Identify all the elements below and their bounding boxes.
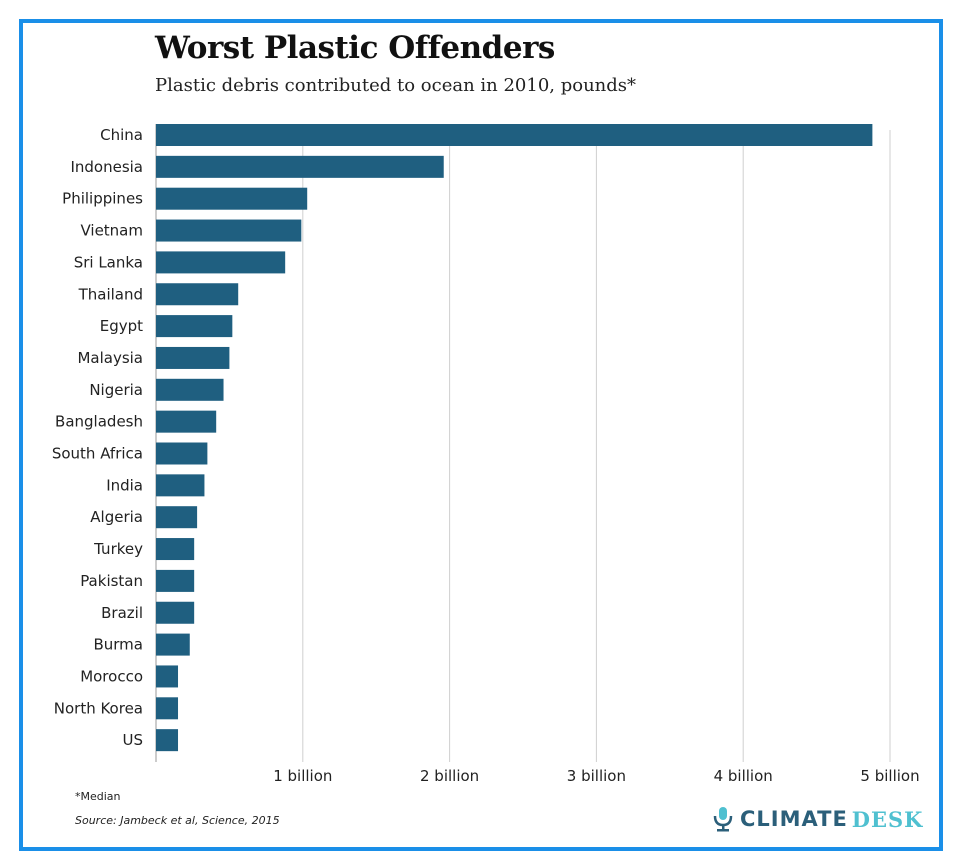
category-label: Sri Lanka <box>74 253 143 271</box>
bar-malaysia <box>156 346 230 369</box>
source-prefix: Source: <box>75 814 121 827</box>
median-note: *Median <box>75 790 121 803</box>
source-text: Jambeck et al, Science, 2015 <box>120 814 280 827</box>
category-label: South Africa <box>52 445 143 463</box>
category-label: India <box>106 476 143 494</box>
bar-egypt <box>156 315 233 338</box>
category-label: China <box>100 126 143 144</box>
category-label: Brazil <box>101 604 143 622</box>
bar-turkey <box>156 538 195 561</box>
x-tick-label: 3 billion <box>567 767 626 785</box>
x-tick-label: 1 billion <box>273 767 332 785</box>
bar-bangladesh <box>156 410 217 433</box>
category-label: Turkey <box>93 540 143 558</box>
chart-title: Worst Plastic Offenders <box>155 30 555 66</box>
category-label: Bangladesh <box>55 413 143 431</box>
bar-brazil <box>156 601 195 624</box>
category-label: Morocco <box>80 667 143 685</box>
bar-thailand <box>156 283 239 306</box>
bar-nigeria <box>156 378 224 401</box>
bar-vietnam <box>156 219 302 242</box>
category-label: Nigeria <box>89 381 143 399</box>
bar-china <box>156 124 873 146</box>
bar-south-africa <box>156 442 208 465</box>
chart-frame <box>19 19 943 851</box>
category-label: Algeria <box>90 508 143 526</box>
source-note: Source: Jambeck et al, Science, 2015 <box>75 814 280 827</box>
microphone-icon <box>713 807 733 832</box>
category-label: US <box>122 731 143 749</box>
category-label: Malaysia <box>77 349 143 367</box>
x-tick-label: 5 billion <box>860 767 919 785</box>
bar-india <box>156 474 205 497</box>
logo-desk: DESK <box>851 806 924 832</box>
bar-pakistan <box>156 569 195 592</box>
category-label: Vietnam <box>80 222 143 240</box>
bar-indonesia <box>156 155 444 178</box>
category-label: Philippines <box>62 190 143 208</box>
x-tick-label: 4 billion <box>714 767 773 785</box>
category-label: Indonesia <box>70 158 143 176</box>
category-label: Egypt <box>100 317 143 335</box>
category-label: Thailand <box>78 285 143 303</box>
category-label: North Korea <box>54 699 143 717</box>
category-label: Burma <box>93 636 143 654</box>
bar-philippines <box>156 187 308 210</box>
bar-sri-lanka <box>156 251 286 274</box>
bar-morocco <box>156 665 179 688</box>
bar-north-korea <box>156 697 179 720</box>
chart-subtitle: Plastic debris contributed to ocean in 2… <box>155 75 637 96</box>
bar-us <box>156 729 179 752</box>
bar-burma <box>156 633 190 656</box>
logo-climate: CLIMATE <box>740 807 848 831</box>
x-tick-label: 2 billion <box>420 767 479 785</box>
category-label: Pakistan <box>80 572 143 590</box>
climate-desk-logo: CLIMATE DESK <box>712 806 923 832</box>
bar-algeria <box>156 506 198 529</box>
